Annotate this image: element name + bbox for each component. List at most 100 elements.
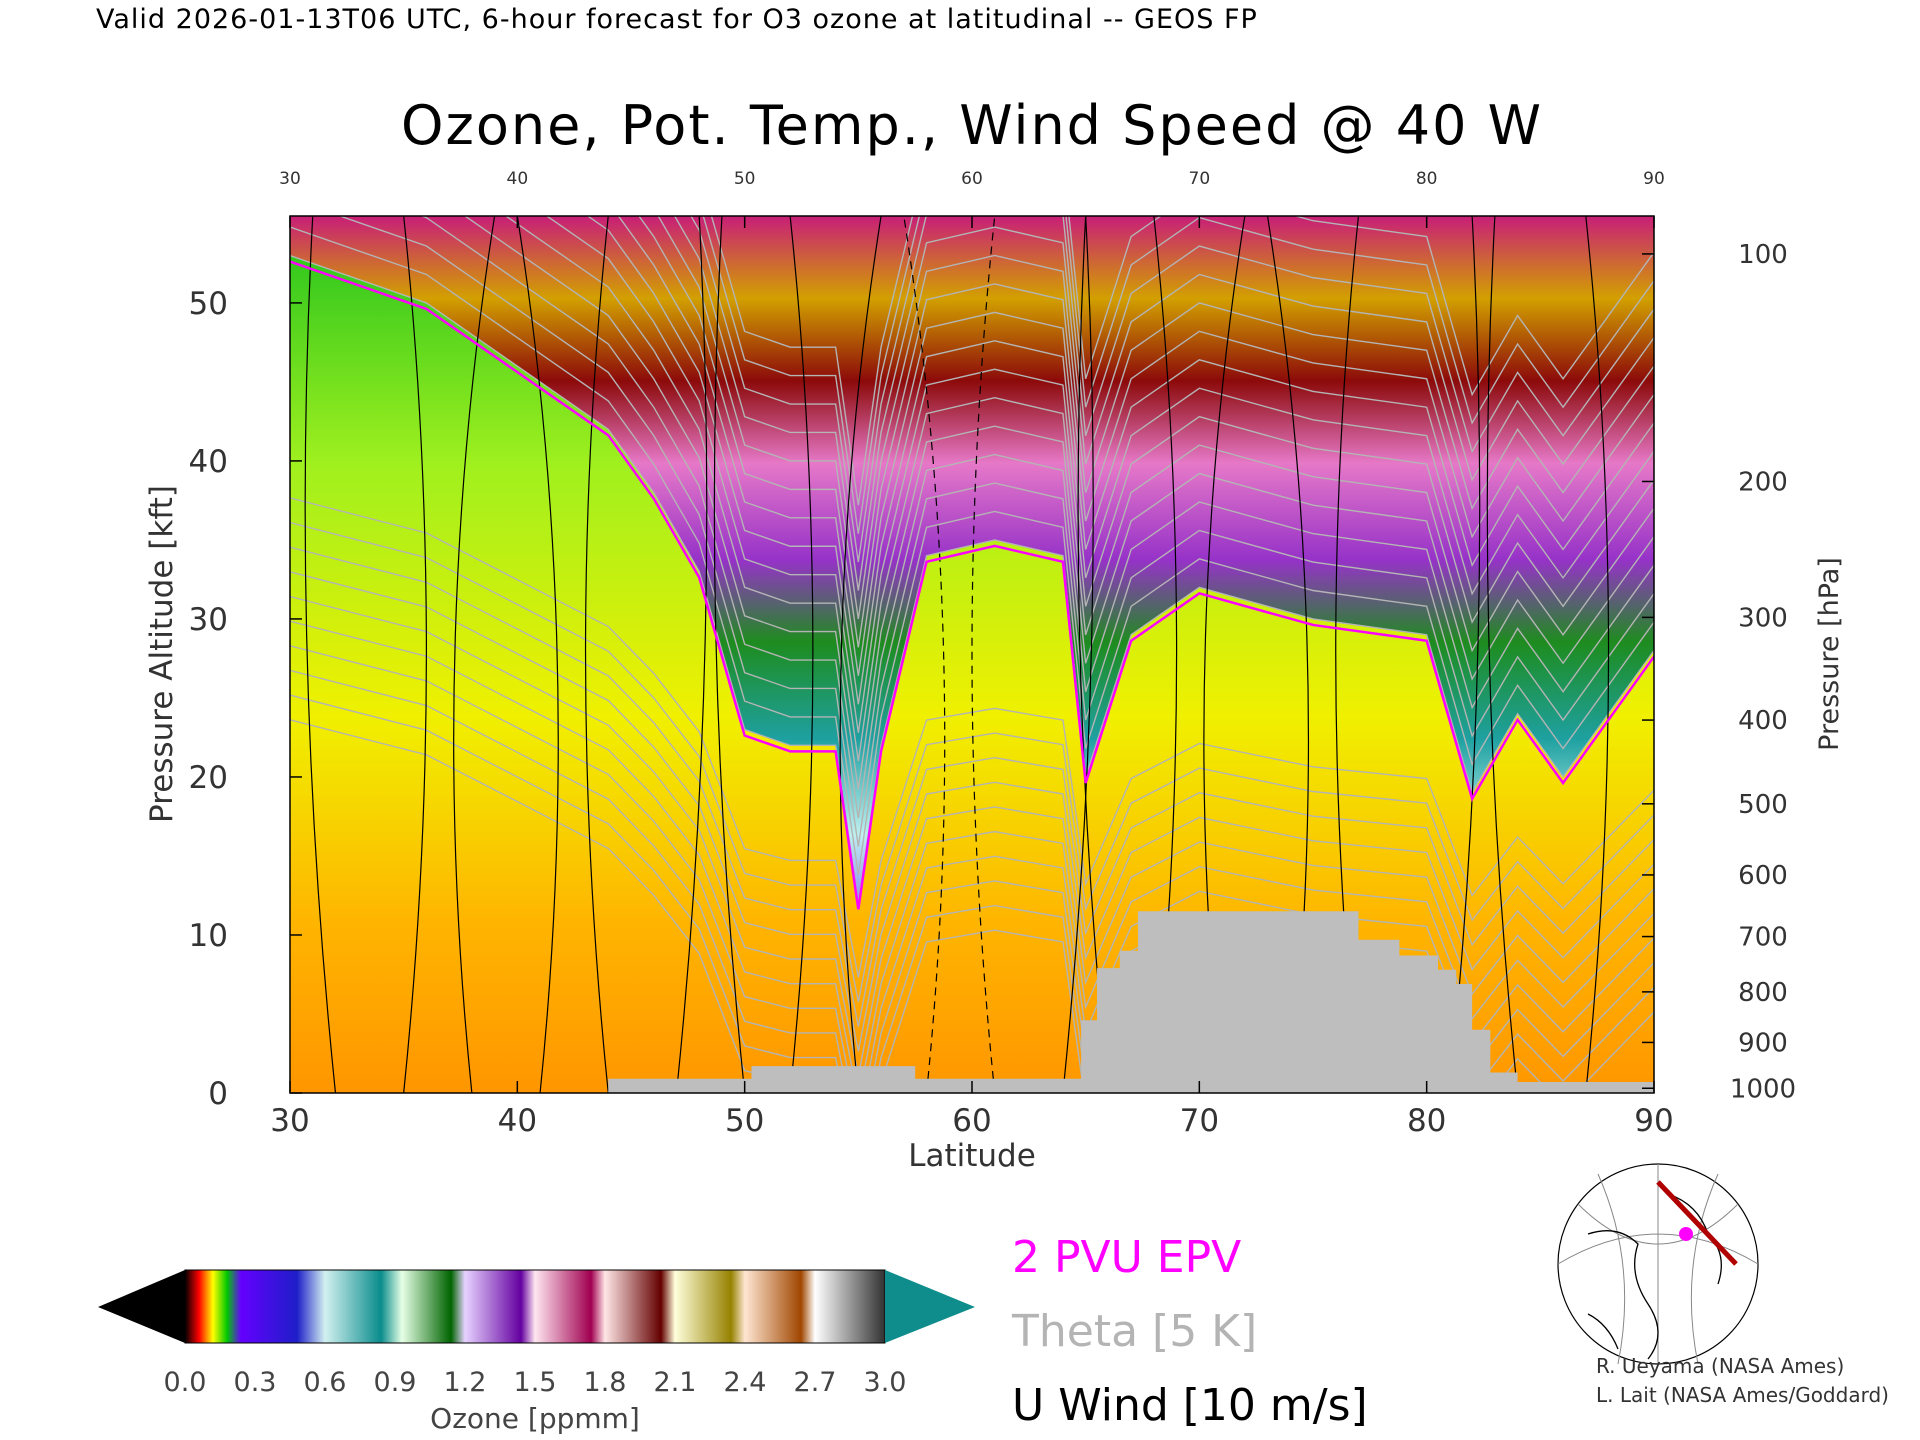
y-tick-label: 30 [189,602,228,638]
credit-line-2: L. Lait (NASA Ames/Goddard) [1596,1383,1889,1407]
x-axis-ticks-top: 30 40 50 60 70 80 90 [279,169,1665,228]
wind-contour [1077,216,1109,1093]
theta-contour [290,497,1654,978]
x-axis-ticks: 30 40 50 60 70 80 90 [270,1081,1674,1139]
pressure-tick-label: 400 [1738,706,1788,736]
x-tick-label: 30 [270,1103,309,1139]
colorbar-tick-label: 0.6 [304,1367,347,1398]
wind-contour [1585,216,1610,1093]
theta-contour [290,254,1654,904]
theta-contour [290,546,1654,1027]
wind-contour [1062,216,1094,1093]
wind-contour [403,216,427,1093]
theta-contour [710,216,1654,506]
theta-contour [290,620,1654,1093]
theta-contour [463,216,1654,790]
x-tick-label-top: 90 [1643,169,1665,189]
x-tick-label: 70 [1180,1103,1219,1139]
wind-contour [713,216,746,1093]
y-axis-ticks: 0 10 20 30 40 50 [189,286,302,1112]
y-axis-label: Pressure Altitude [kft] [144,485,180,823]
y-tick-label: 50 [189,286,228,322]
wind-contour [971,216,996,1093]
colorbar-tick-label: 3.0 [864,1367,907,1398]
x-tick-label-top: 60 [961,169,983,189]
wind-contour [304,216,337,1093]
theta-contour [419,216,1654,819]
credit-line-1: R. Ueyama (NASA Ames) [1596,1354,1844,1378]
pressure-axis-ticks: 1000 900 800 700 600 500 400 300 200 100 [1642,240,1796,1104]
colorbar-tick-label: 1.5 [514,1367,557,1398]
location-map [1557,1163,1759,1365]
theta-contour [690,216,1654,563]
colorbar-tick-label: 1.2 [444,1367,487,1398]
x-tick-label: 50 [725,1103,764,1139]
wind-contour [1486,216,1519,1093]
colorbar-ticks: 0.0 0.3 0.6 0.9 1.2 1.5 1.8 2.1 2.4 2.7 3.0 [164,1367,907,1398]
theta-contour [337,216,1654,847]
y2-axis-label: Pressure [hPa] [1814,557,1845,751]
x-tick-label: 80 [1407,1103,1446,1139]
theta-contour [545,216,1654,733]
colorbar-tick-label: 0.9 [374,1367,417,1398]
pressure-tick-label: 300 [1738,603,1788,633]
x-tick-label-top: 80 [1416,169,1438,189]
x-tick-label: 40 [498,1103,537,1139]
pressure-tick-label: 100 [1738,240,1788,270]
pressure-tick-label: 800 [1738,978,1788,1008]
y-tick-label: 0 [208,1076,228,1112]
theta-contour [290,226,1654,876]
y-tick-label: 10 [189,918,228,954]
chart-title: Ozone, Pot. Temp., Wind Speed @ 40 W [401,94,1543,157]
theta-contour [290,595,1654,1077]
colorbar-tick-label: 0.0 [164,1367,207,1398]
colorbar-tick-label: 0.3 [234,1367,277,1398]
terrain [608,911,1654,1093]
theta-contour [617,216,1654,676]
colorbar-body [184,1269,886,1344]
theta-contour [638,216,1654,648]
colorbar-label: Ozone [ppmm] [430,1402,640,1435]
legend-wind: U Wind [10 m/s] [1012,1380,1368,1431]
wind-contour [584,216,609,1093]
colorbar-tick-label: 1.8 [584,1367,627,1398]
wind-contour [839,216,882,1093]
x-tick-label-top: 70 [1189,169,1211,189]
y-tick-label: 20 [189,760,228,796]
wind-contour [516,216,559,1093]
map-location-marker [1679,1227,1693,1241]
theta-contour [673,216,1654,591]
x-tick-label: 60 [952,1103,991,1139]
legend-epv: 2 PVU EPV [1012,1232,1241,1283]
theta-contour [504,216,1654,762]
theta-contour [657,216,1654,620]
pressure-tick-label: 200 [1738,467,1788,497]
colorbar-tick-label: 2.7 [794,1367,837,1398]
pressure-tick-label: 600 [1738,861,1788,891]
theta-contour [290,521,1654,1003]
colorbar-tick-label: 2.1 [654,1367,697,1398]
wind-contours [304,216,1610,1093]
cross-section-track [1656,1180,1738,1266]
theta-contour [290,645,1654,1093]
x-tick-label-top: 30 [279,169,301,189]
wind-contour [675,216,708,1093]
theta-contour [290,571,1654,1052]
map-graticule [1557,1164,1759,1365]
x-axis-label: Latitude [908,1138,1036,1174]
x-tick-label-top: 50 [734,169,756,189]
wind-contour [453,216,496,1093]
theta-contour [702,216,1654,534]
epv-2pvu-contour [290,260,1654,910]
pressure-tick-label: 900 [1738,1028,1788,1058]
theta-contour [586,216,1654,705]
x-tick-label: 90 [1634,1103,1673,1139]
legend-theta: Theta [5 K] [1011,1306,1257,1357]
pressure-tick-label: 700 [1738,923,1788,953]
wind-contour [789,216,814,1093]
theta-contours [290,216,1654,1093]
wind-contour [1448,216,1481,1093]
pressure-tick-label: 500 [1738,790,1788,820]
y-tick-label: 40 [189,444,228,480]
